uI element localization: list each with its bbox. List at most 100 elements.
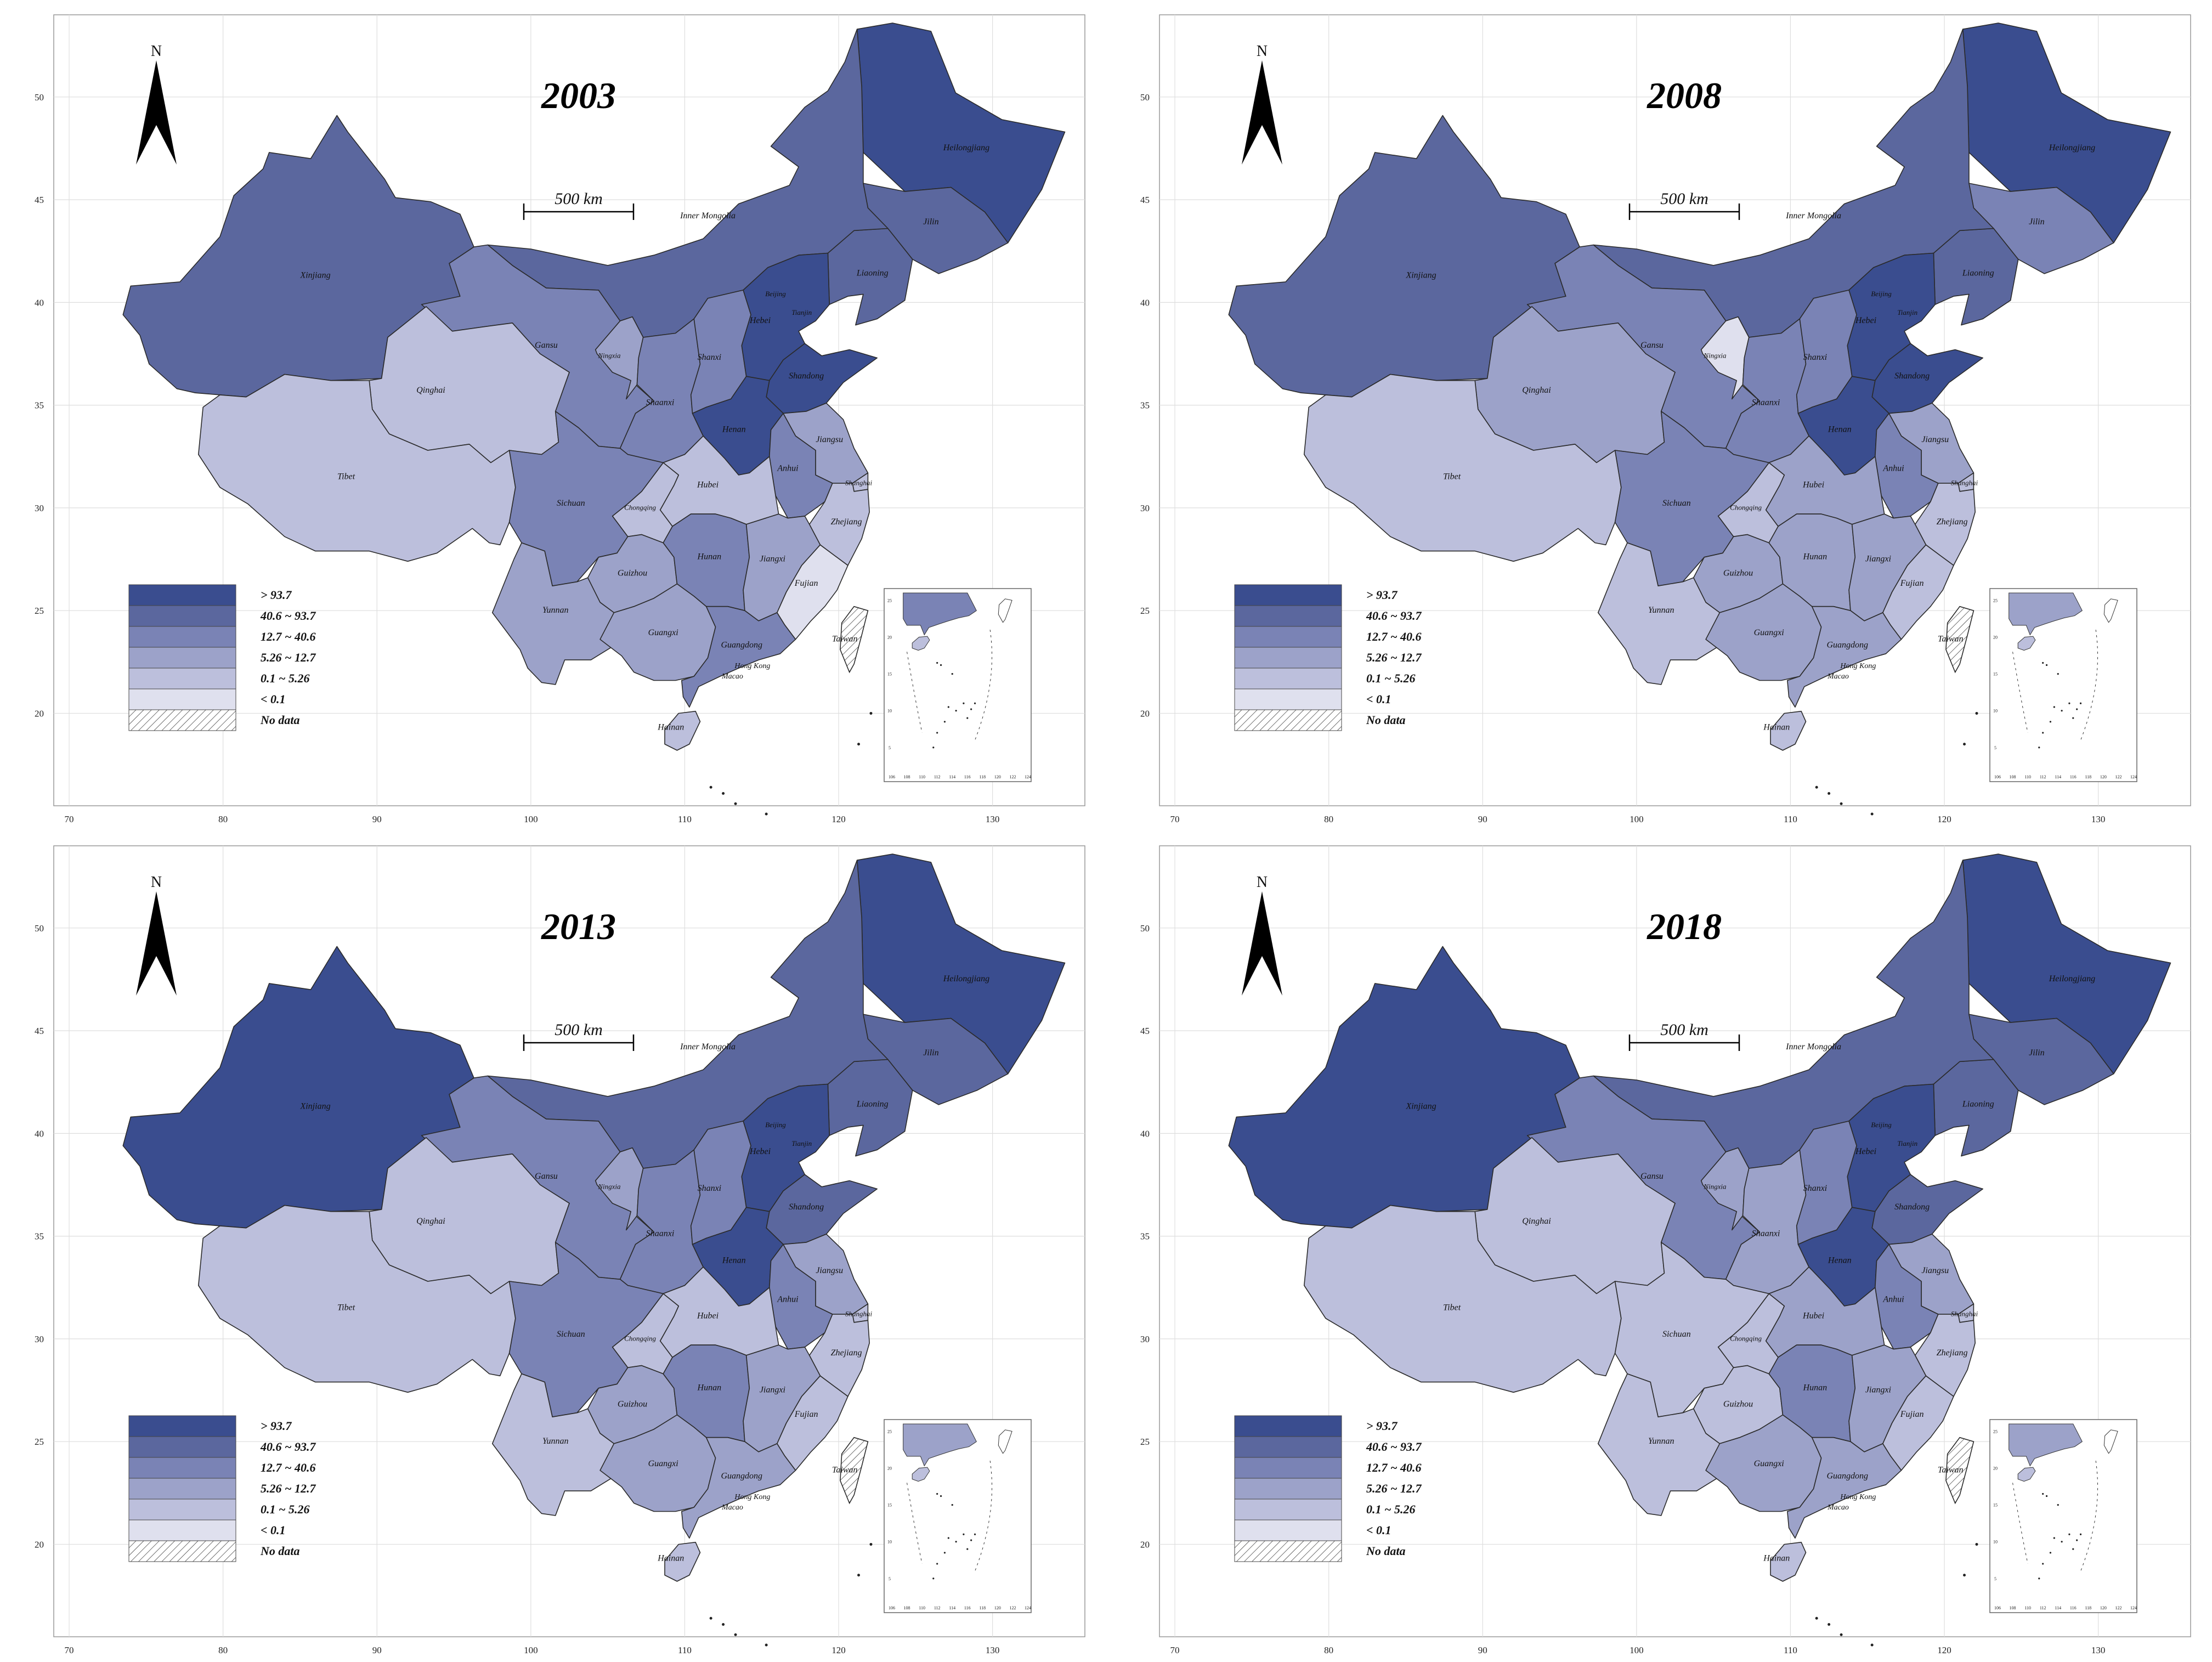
label-jilin: Jilin [923, 1048, 938, 1058]
svg-text:124: 124 [1025, 1606, 1031, 1610]
island-mark [734, 802, 737, 805]
svg-text:110: 110 [919, 1606, 925, 1610]
x-tick-label: 80 [1324, 1645, 1333, 1655]
label-inner-mongolia: Inner Mongolia [1785, 211, 1841, 221]
label-hubei: Hubei [1802, 1311, 1824, 1320]
province-taiwan[interactable] [1945, 1437, 1975, 1505]
province-zhejiang[interactable] [1914, 1314, 1976, 1397]
province-heilongjiang[interactable] [1962, 22, 2171, 244]
label-sichuan: Sichuan [1662, 1330, 1691, 1339]
x-tick-label: 120 [831, 1645, 846, 1655]
y-tick-label: 20 [1140, 1539, 1150, 1550]
island-mark [869, 711, 873, 715]
label-macao: Macao [721, 1503, 743, 1512]
label-shanghai: Shanghai [845, 479, 873, 487]
label-inner-mongolia: Inner Mongolia [680, 1042, 736, 1052]
island-mark [709, 1616, 712, 1620]
y-tick-label: 50 [1140, 92, 1150, 103]
legend-label: > 93.7 [261, 588, 292, 602]
province-heilongjiang[interactable] [1962, 853, 2171, 1075]
island-mark [1870, 812, 1874, 816]
label-chongqing: Chongqing [624, 1335, 656, 1343]
svg-text:112: 112 [2040, 775, 2046, 779]
province-hainan[interactable] [664, 1541, 701, 1582]
province-taiwan[interactable] [840, 1437, 869, 1505]
y-tick-label: 40 [35, 297, 44, 308]
province-hebei[interactable] [1847, 252, 1936, 381]
label-yunnan: Yunnan [542, 606, 568, 615]
province-hainan[interactable] [664, 710, 701, 751]
province-hebei[interactable] [741, 252, 830, 381]
x-tick-label: 110 [1784, 1645, 1797, 1655]
x-tick-label: 110 [678, 1645, 692, 1655]
y-tick-label: 25 [1140, 606, 1150, 616]
legend-swatch [128, 1436, 236, 1458]
province-zhejiang[interactable] [1914, 483, 1976, 566]
label-hong-kong: Hong Kong [1840, 1493, 1876, 1501]
label-tibet: Tibet [1443, 472, 1461, 481]
label-xinjiang: Xinjiang [299, 270, 330, 280]
label-heilongjiang: Heilongjiang [943, 143, 989, 152]
label-yunnan: Yunnan [1648, 606, 1674, 615]
island-mark [1963, 743, 1966, 746]
label-heilongjiang: Heilongjiang [2049, 974, 2095, 983]
svg-text:10: 10 [1993, 709, 1998, 714]
label-tibet: Tibet [1443, 1303, 1461, 1312]
province-guangdong[interactable] [681, 1437, 796, 1539]
province-guangdong[interactable] [1787, 1437, 1902, 1539]
svg-text:20: 20 [887, 1466, 892, 1471]
y-tick-label: 40 [1140, 297, 1150, 308]
legend: > 93.7 40.6 ~ 93.7 12.7 ~ 40.6 5.26 ~ 12.7 0… [1234, 1415, 1422, 1562]
label-guangdong: Guangdong [721, 1472, 762, 1481]
y-tick-label: 40 [35, 1128, 44, 1139]
island-mark [1815, 785, 1818, 789]
province-hainan[interactable] [1770, 1541, 1807, 1582]
province-heilongjiang[interactable] [856, 22, 1066, 244]
y-tick-label: 25 [35, 606, 44, 616]
label-beijing: Beijing [1871, 1121, 1892, 1129]
legend-label: No data [1366, 1544, 1406, 1558]
label-tianjin: Tianjin [791, 308, 812, 316]
x-tick-label: 70 [1170, 814, 1180, 824]
x-tick-label: 130 [2091, 1645, 2106, 1655]
label-fujian: Fujian [794, 579, 818, 588]
province-zhejiang[interactable] [808, 1314, 870, 1397]
svg-text:120: 120 [994, 1606, 1001, 1610]
province-hainan[interactable] [1770, 710, 1807, 751]
legend-swatch [1234, 1519, 1342, 1541]
label-chongqing: Chongqing [1730, 504, 1762, 512]
svg-text:118: 118 [979, 1606, 986, 1610]
province-guangdong[interactable] [681, 606, 796, 708]
label-hainan: Hainan [1763, 722, 1790, 732]
legend-swatch [1234, 668, 1342, 689]
legend-swatch [1234, 1436, 1342, 1458]
province-taiwan[interactable] [840, 606, 869, 674]
label-chongqing: Chongqing [624, 504, 656, 512]
map-year-title: 2018 [1647, 906, 1722, 947]
legend-label: 0.1 ~ 5.26 [261, 1502, 310, 1516]
x-tick-label: 80 [218, 814, 228, 824]
legend-label: < 0.1 [261, 692, 286, 706]
label-hebei: Hebei [749, 1147, 771, 1156]
x-tick-label: 130 [986, 814, 1000, 824]
legend-label: 5.26 ~ 12.7 [261, 651, 316, 664]
svg-text:122: 122 [2115, 775, 2122, 779]
y-tick-label: 50 [1140, 923, 1150, 934]
y-tick-label: 20 [35, 1539, 44, 1550]
province-taiwan[interactable] [1945, 606, 1975, 674]
legend-label: 12.7 ~ 40.6 [261, 1461, 316, 1474]
x-tick-label: 70 [65, 814, 74, 824]
province-zhejiang[interactable] [808, 483, 870, 566]
y-tick-label: 45 [1140, 195, 1150, 205]
x-tick-label: 70 [65, 1645, 74, 1655]
legend-label: 40.6 ~ 93.7 [260, 609, 316, 623]
province-hebei[interactable] [1847, 1083, 1936, 1212]
island-mark [869, 1542, 873, 1546]
province-hebei[interactable] [741, 1083, 830, 1212]
svg-text:120: 120 [994, 775, 1001, 779]
province-heilongjiang[interactable] [856, 853, 1066, 1075]
label-zhejiang: Zhejiang [1937, 1348, 1968, 1358]
label-hong-kong: Hong Kong [1840, 662, 1876, 670]
province-guangdong[interactable] [1787, 606, 1902, 708]
label-hubei: Hubei [697, 1311, 719, 1320]
